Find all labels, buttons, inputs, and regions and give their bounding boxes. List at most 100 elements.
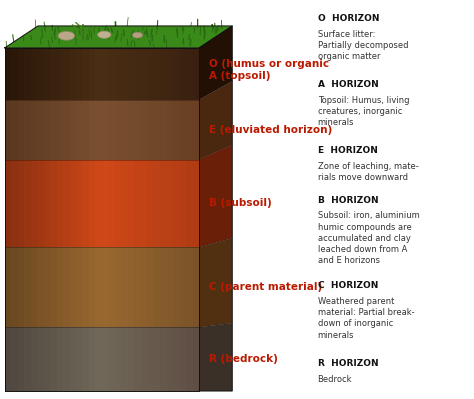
Bar	[89, 48, 96, 100]
Bar	[56, 247, 64, 327]
Bar	[186, 327, 193, 391]
Bar	[31, 100, 37, 160]
Polygon shape	[199, 81, 232, 160]
Bar	[44, 100, 51, 160]
Text: B  HORIZON: B HORIZON	[318, 196, 378, 205]
Bar	[11, 160, 18, 247]
Polygon shape	[199, 145, 232, 247]
Bar	[167, 48, 173, 100]
Text: O (humus or organic
A (topsoil): O (humus or organic A (topsoil)	[209, 59, 328, 81]
Bar	[173, 48, 180, 100]
Text: O  HORIZON: O HORIZON	[318, 14, 379, 23]
Bar	[76, 48, 83, 100]
Bar	[109, 100, 115, 160]
Bar	[180, 327, 187, 391]
Bar	[11, 247, 18, 327]
Ellipse shape	[132, 32, 143, 38]
Bar	[50, 327, 57, 391]
Bar	[37, 100, 44, 160]
Bar	[50, 247, 57, 327]
Bar	[134, 247, 141, 327]
Bar	[109, 48, 115, 100]
Bar	[147, 100, 154, 160]
Bar	[31, 247, 37, 327]
Bar	[102, 247, 109, 327]
Bar	[115, 327, 122, 391]
Bar	[134, 100, 141, 160]
Bar	[5, 247, 12, 327]
Bar	[128, 160, 135, 247]
Bar	[89, 327, 96, 391]
Text: R (bedrock): R (bedrock)	[209, 354, 277, 364]
Bar	[63, 327, 70, 391]
Bar	[154, 247, 161, 327]
Bar	[5, 48, 12, 100]
Bar	[24, 247, 31, 327]
Bar	[63, 100, 70, 160]
Bar	[109, 247, 115, 327]
Text: C  HORIZON: C HORIZON	[318, 281, 378, 290]
Bar	[82, 247, 90, 327]
Bar	[186, 48, 193, 100]
Bar	[63, 48, 70, 100]
Bar	[173, 247, 180, 327]
Bar	[37, 247, 44, 327]
Bar	[115, 48, 122, 100]
Bar	[160, 160, 167, 247]
Bar	[154, 327, 161, 391]
Bar	[186, 160, 193, 247]
Bar	[109, 327, 115, 391]
Bar	[192, 100, 200, 160]
Bar	[11, 100, 18, 160]
Bar	[76, 160, 83, 247]
Text: E  HORIZON: E HORIZON	[318, 146, 377, 155]
Bar	[115, 160, 122, 247]
Bar	[160, 48, 167, 100]
Bar	[173, 327, 180, 391]
Bar	[70, 160, 76, 247]
Bar	[160, 327, 167, 391]
Bar	[95, 160, 102, 247]
Bar	[37, 160, 44, 247]
Bar	[192, 160, 200, 247]
Text: B (subsoil): B (subsoil)	[209, 198, 271, 209]
Bar	[147, 48, 154, 100]
Bar	[5, 160, 12, 247]
Bar	[102, 48, 109, 100]
Bar	[70, 327, 76, 391]
Ellipse shape	[98, 31, 111, 38]
Bar	[18, 48, 25, 100]
Bar	[180, 48, 187, 100]
Bar	[160, 247, 167, 327]
Bar	[70, 247, 76, 327]
Bar	[18, 100, 25, 160]
Bar	[24, 100, 31, 160]
Bar	[141, 100, 148, 160]
Bar	[141, 247, 148, 327]
Text: Bedrock: Bedrock	[318, 375, 352, 384]
Bar	[50, 48, 57, 100]
Bar	[56, 327, 64, 391]
Bar	[76, 327, 83, 391]
Text: A  HORIZON: A HORIZON	[318, 80, 378, 89]
Bar	[192, 327, 200, 391]
Bar	[192, 247, 200, 327]
Bar	[44, 160, 51, 247]
Bar	[180, 100, 187, 160]
Bar	[56, 100, 64, 160]
Bar	[89, 100, 96, 160]
Bar	[180, 247, 187, 327]
Bar	[24, 160, 31, 247]
Polygon shape	[5, 26, 232, 48]
Bar	[63, 247, 70, 327]
Bar	[173, 100, 180, 160]
Ellipse shape	[58, 32, 75, 40]
Bar	[167, 247, 173, 327]
Bar	[102, 160, 109, 247]
Text: R  HORIZON: R HORIZON	[318, 359, 378, 368]
Bar	[24, 327, 31, 391]
Bar	[70, 100, 76, 160]
Bar	[24, 48, 31, 100]
Bar	[11, 327, 18, 391]
Text: Surface litter:
Partially decomposed
organic matter: Surface litter: Partially decomposed org…	[318, 30, 408, 61]
